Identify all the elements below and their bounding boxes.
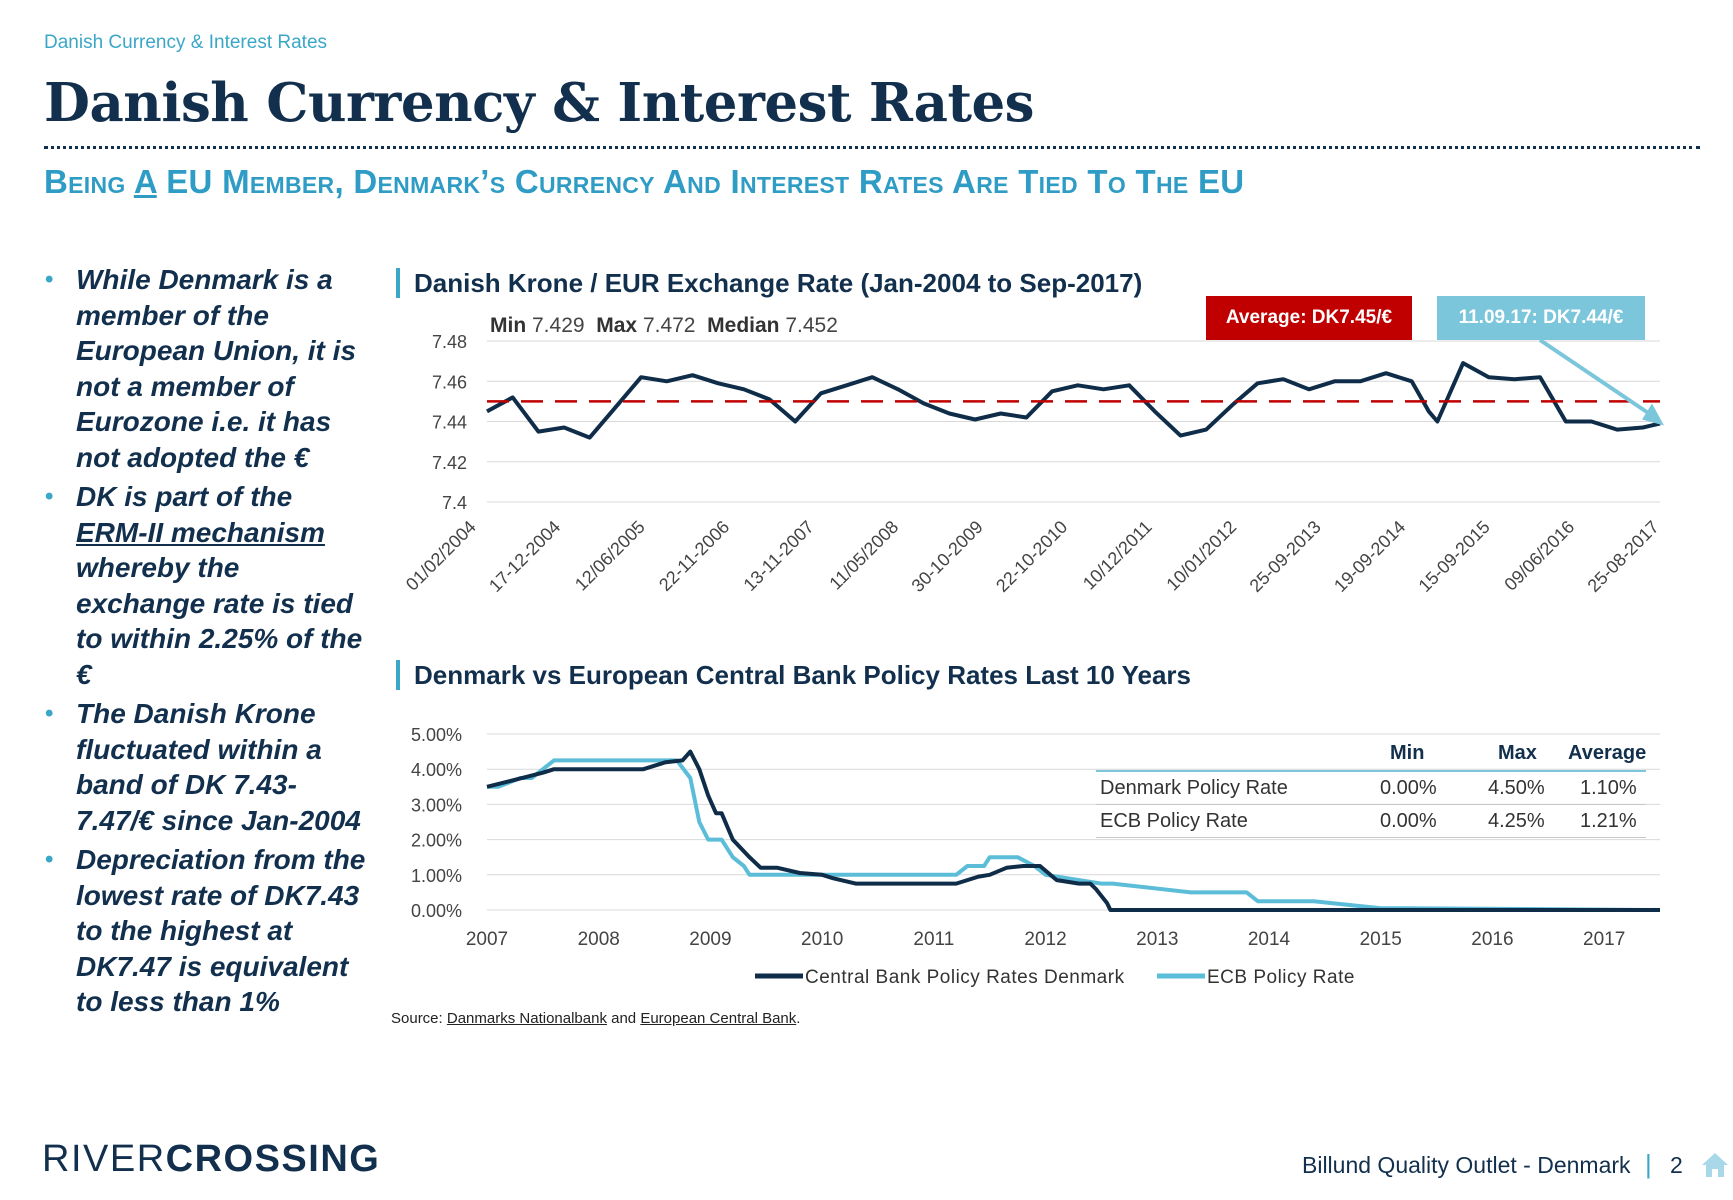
table-header-max: Max bbox=[1498, 742, 1537, 764]
legend-label: Central Bank Policy Rates Denmark bbox=[805, 967, 1125, 988]
bullet-dot-icon: • bbox=[45, 700, 54, 727]
series-line-denmark bbox=[486, 749, 1660, 912]
x-tick-label: 2016 bbox=[1471, 929, 1513, 950]
bullet-dot-icon: • bbox=[45, 846, 54, 873]
chart2-title: Denmark vs European Central Bank Policy … bbox=[396, 660, 1191, 690]
x-tick-label: 2007 bbox=[466, 929, 508, 950]
x-tick-label: 01/02/2004 bbox=[402, 517, 480, 595]
y-tick-label: 7.46 bbox=[432, 372, 467, 392]
x-tick-label: 09/06/2016 bbox=[1500, 517, 1578, 595]
x-tick-label: 22-10-2010 bbox=[992, 517, 1071, 596]
y-tick-label: 7.4 bbox=[442, 493, 467, 513]
table-row: Denmark Policy Rate 0.00% 4.50% 1.10% bbox=[1096, 772, 1646, 805]
chart1-stats: Min 7.429 Max 7.472 Median 7.452 bbox=[490, 314, 838, 337]
breadcrumb: Danish Currency & Interest Rates bbox=[44, 32, 328, 53]
table-header-row: Min Max Average bbox=[1096, 742, 1646, 772]
x-tick-label: 17-12-2004 bbox=[485, 517, 564, 596]
x-tick-label: 2008 bbox=[578, 929, 620, 950]
bullet-dot-icon: • bbox=[45, 483, 54, 510]
y-tick-label: 0.00% bbox=[411, 901, 462, 921]
y-tick-label: 5.00% bbox=[411, 725, 462, 745]
y-tick-label: 2.00% bbox=[411, 831, 462, 851]
policy-rate-chart: 0.00% 1.00% 2.00% 3.00% 4.00% 5.00% 2007 2008 20… bbox=[411, 725, 1661, 988]
source-link-nationalbank[interactable]: Danmarks Nationalbank bbox=[446, 1010, 607, 1027]
y-tick-label: 7.42 bbox=[432, 453, 467, 473]
callout-arrow-icon bbox=[1642, 403, 1664, 426]
table-header-average: Average bbox=[1568, 742, 1647, 764]
page-title: Danish Currency & Interest Rates bbox=[44, 72, 1035, 134]
y-tick-label: 7.44 bbox=[432, 413, 467, 433]
bullet-item: • The Danish Krone fluctuated within a ba… bbox=[45, 698, 361, 836]
x-tick-label: 2015 bbox=[1360, 929, 1402, 950]
page-number: 2 bbox=[1670, 1152, 1683, 1178]
x-tick-label: 2010 bbox=[801, 929, 843, 950]
table-cell-min: 0.00% bbox=[1380, 777, 1437, 799]
x-tick-label: 22-11-2006 bbox=[655, 517, 733, 595]
legend-label: ECB Policy Rate bbox=[1207, 967, 1355, 988]
x-tick-label: 2013 bbox=[1136, 929, 1178, 950]
bullet-item: • Depreciation from the lowest rate of DK… bbox=[45, 844, 366, 1017]
table-cell-name: ECB Policy Rate bbox=[1100, 810, 1248, 832]
series-line-dkk-eur bbox=[486, 361, 1661, 440]
x-tick-label: 25-08-2017 bbox=[1584, 517, 1663, 596]
source-link-ecb[interactable]: European Central Bank bbox=[640, 1010, 797, 1027]
table-cell-min: 0.00% bbox=[1380, 810, 1437, 832]
x-tick-label: 15-09-2015 bbox=[1415, 517, 1494, 596]
table-row: ECB Policy Rate 0.00% 4.25% 1.21% bbox=[1096, 805, 1646, 838]
table-header-min: Min bbox=[1390, 742, 1425, 764]
rivercrossing-logo: RIVERCROSSING bbox=[42, 1138, 381, 1180]
latest-rate-badge: 11.09.17: DK7.44/€ bbox=[1437, 296, 1645, 340]
bullet-item: • While Denmark is a member of the Europe… bbox=[45, 264, 357, 473]
x-tick-label: 12/06/2005 bbox=[571, 517, 649, 595]
x-tick-label: 11/05/2008 bbox=[825, 517, 902, 594]
y-tick-label: 7.48 bbox=[432, 332, 467, 352]
x-tick-label: 30-10-2009 bbox=[908, 517, 987, 596]
x-tick-label: 10/12/2011 bbox=[1079, 517, 1156, 594]
x-tick-label: 2009 bbox=[689, 929, 731, 950]
x-tick-label: 10/01/2012 bbox=[1162, 517, 1240, 595]
table-cell-max: 4.25% bbox=[1488, 810, 1545, 832]
callout-line bbox=[1538, 338, 1654, 418]
y-tick-label: 4.00% bbox=[411, 760, 462, 780]
table-cell-name: Denmark Policy Rate bbox=[1100, 777, 1288, 799]
table-cell-average: 1.21% bbox=[1580, 810, 1637, 832]
x-tick-label: 2012 bbox=[1024, 929, 1066, 950]
y-tick-label: 3.00% bbox=[411, 795, 462, 815]
x-tick-label: 13-11-2007 bbox=[740, 517, 818, 595]
x-tick-label: 19-09-2014 bbox=[1330, 517, 1409, 596]
table-cell-max: 4.50% bbox=[1488, 777, 1545, 799]
page-subtitle: Being A EU Member, Denmark’s Currency An… bbox=[44, 163, 1245, 200]
bullet-dot-icon: • bbox=[45, 266, 54, 293]
bullet-list: • While Denmark is a member of the Europe… bbox=[40, 262, 370, 1024]
x-tick-label: 2017 bbox=[1583, 929, 1625, 950]
chart1-title: Danish Krone / EUR Exchange Rate (Jan-20… bbox=[396, 268, 1142, 298]
y-tick-label: 1.00% bbox=[411, 866, 462, 886]
x-tick-label: 2011 bbox=[913, 929, 954, 950]
policy-stats-table: Min Max Average Denmark Policy Rate 0.00… bbox=[1096, 742, 1646, 838]
x-tick-label: 25-09-2013 bbox=[1246, 517, 1325, 596]
average-badge: Average: DK7.45/€ bbox=[1206, 296, 1412, 340]
footer-project-name: Billund Quality Outlet - Denmark bbox=[1302, 1152, 1631, 1178]
home-icon[interactable] bbox=[1700, 1150, 1730, 1180]
footer-separator: | bbox=[1645, 1149, 1652, 1179]
title-divider bbox=[44, 146, 1700, 149]
x-tick-label: 2014 bbox=[1248, 929, 1291, 950]
source-note: Source: Danmarks Nationalbank and Europe… bbox=[391, 1010, 801, 1027]
bullet-item: • DK is part of the ERM-II mechanism wher… bbox=[45, 481, 363, 690]
erm-ii-link[interactable]: ERM-II mechanism bbox=[76, 516, 325, 548]
table-cell-average: 1.10% bbox=[1580, 777, 1637, 799]
